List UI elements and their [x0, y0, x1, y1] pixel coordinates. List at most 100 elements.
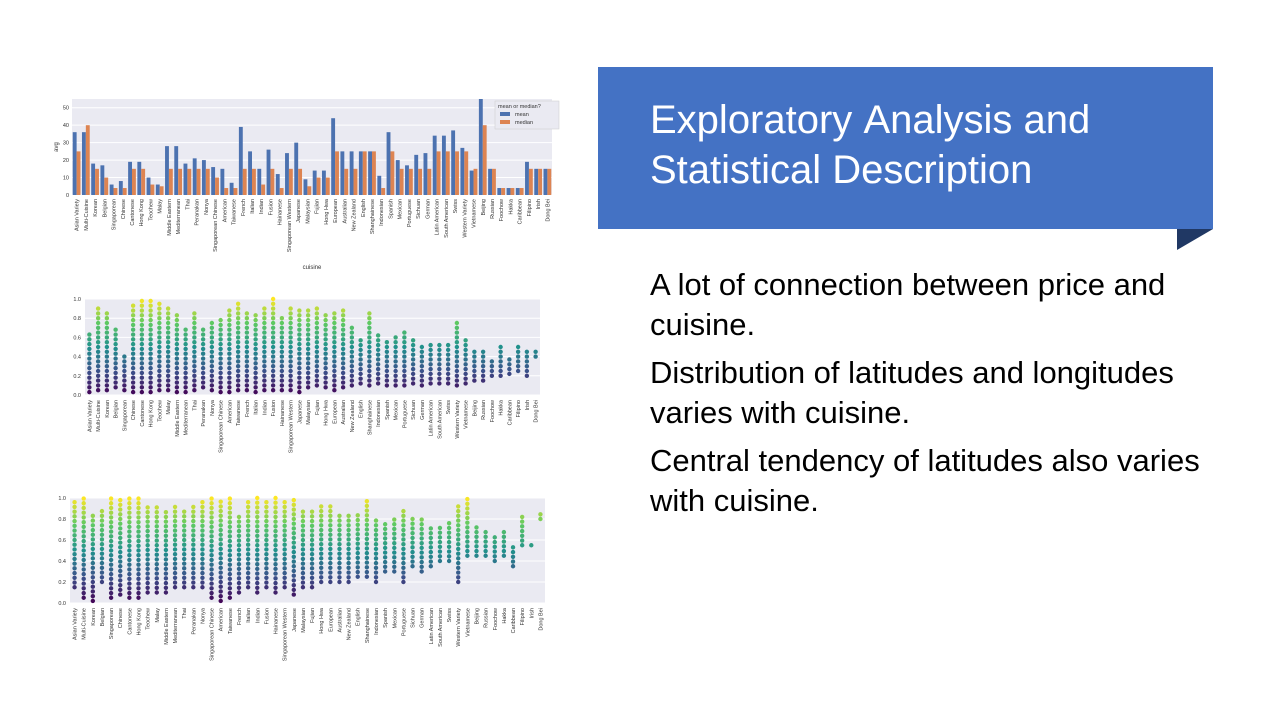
- data-point: [127, 515, 132, 520]
- data-point: [314, 335, 320, 340]
- bar-median: [122, 188, 127, 195]
- data-point: [382, 550, 388, 555]
- tick-label: Italian: [250, 199, 256, 214]
- data-point: [291, 554, 296, 559]
- data-point: [410, 564, 415, 569]
- tick-label: Cantonese: [140, 400, 146, 427]
- data-point: [291, 545, 296, 550]
- data-point: [358, 362, 363, 367]
- data-point: [288, 368, 293, 374]
- data-point: [305, 346, 311, 352]
- data-point: [183, 365, 188, 371]
- bar-median: [288, 168, 293, 195]
- data-point: [393, 335, 398, 340]
- data-point: [148, 341, 153, 347]
- data-point: [174, 380, 180, 385]
- data-point: [483, 548, 488, 554]
- y-tick-label: 0.0: [58, 601, 66, 607]
- data-point: [90, 556, 96, 561]
- data-point: [346, 527, 351, 533]
- data-point: [319, 508, 324, 514]
- data-point: [139, 351, 145, 356]
- data-point: [410, 526, 415, 531]
- data-point: [270, 301, 276, 306]
- data-point: [533, 349, 538, 354]
- data-point: [245, 580, 251, 585]
- tick-label: Japanese: [292, 608, 298, 632]
- data-point: [200, 509, 205, 514]
- data-point: [297, 308, 302, 313]
- y-tick-label: 30: [63, 141, 69, 147]
- data-point: [235, 354, 241, 359]
- data-point: [515, 354, 521, 359]
- data-point: [136, 576, 141, 582]
- data-point: [181, 509, 187, 514]
- data-point: [235, 301, 241, 306]
- data-point: [174, 337, 180, 342]
- data-point: [382, 569, 388, 574]
- data-point: [181, 533, 187, 538]
- tick-label: Teochew: [146, 608, 152, 630]
- data-point: [90, 513, 96, 519]
- data-point: [218, 546, 223, 552]
- y-tick-label: 0.8: [73, 316, 81, 322]
- data-point: [270, 349, 276, 354]
- data-point: [235, 335, 241, 340]
- bar-median: [233, 188, 238, 195]
- tick-label: Japanese: [296, 199, 302, 223]
- data-point: [157, 311, 162, 316]
- data-point: [337, 513, 342, 519]
- data-point: [227, 370, 232, 376]
- data-point: [174, 322, 180, 328]
- data-point: [118, 587, 123, 593]
- bar-mean: [155, 184, 160, 195]
- data-point: [245, 537, 251, 543]
- data-point: [314, 344, 320, 350]
- data-point: [200, 528, 205, 533]
- data-point: [72, 566, 77, 571]
- data-point: [346, 565, 351, 571]
- data-point: [108, 538, 114, 544]
- data-point: [136, 529, 141, 534]
- x-axis-label: cuisine: [303, 265, 322, 271]
- data-point: [270, 306, 276, 311]
- data-point: [264, 514, 269, 519]
- data-point: [255, 538, 260, 543]
- data-point: [163, 538, 169, 543]
- data-point: [136, 567, 141, 572]
- tick-label: Beijing: [474, 608, 480, 625]
- data-point: [81, 576, 86, 582]
- bar-median: [335, 151, 339, 195]
- data-point: [163, 566, 169, 572]
- data-point: [148, 303, 153, 308]
- data-point: [402, 340, 407, 345]
- data-point: [445, 376, 451, 381]
- data-point: [136, 505, 141, 511]
- data-point: [346, 575, 351, 580]
- data-point: [309, 556, 315, 562]
- data-point: [218, 327, 223, 332]
- data-point: [373, 527, 379, 533]
- data-point: [227, 356, 232, 361]
- data-point: [108, 581, 114, 586]
- data-point: [305, 341, 311, 347]
- data-point: [524, 373, 530, 378]
- data-point: [446, 530, 452, 535]
- data-point: [480, 359, 486, 364]
- data-point: [282, 566, 287, 571]
- bar-median: [224, 188, 229, 195]
- data-point: [174, 351, 180, 356]
- data-point: [264, 528, 269, 533]
- tick-label: Western Variety: [462, 199, 468, 238]
- data-point: [192, 335, 197, 340]
- data-point: [87, 389, 92, 395]
- data-point: [410, 381, 416, 386]
- data-point: [402, 335, 407, 340]
- data-point: [181, 537, 187, 543]
- data-point: [163, 561, 169, 567]
- bar-mean: [386, 132, 391, 195]
- data-point: [157, 388, 162, 393]
- data-point: [172, 542, 178, 547]
- data-point: [104, 340, 110, 345]
- data-point: [328, 523, 333, 528]
